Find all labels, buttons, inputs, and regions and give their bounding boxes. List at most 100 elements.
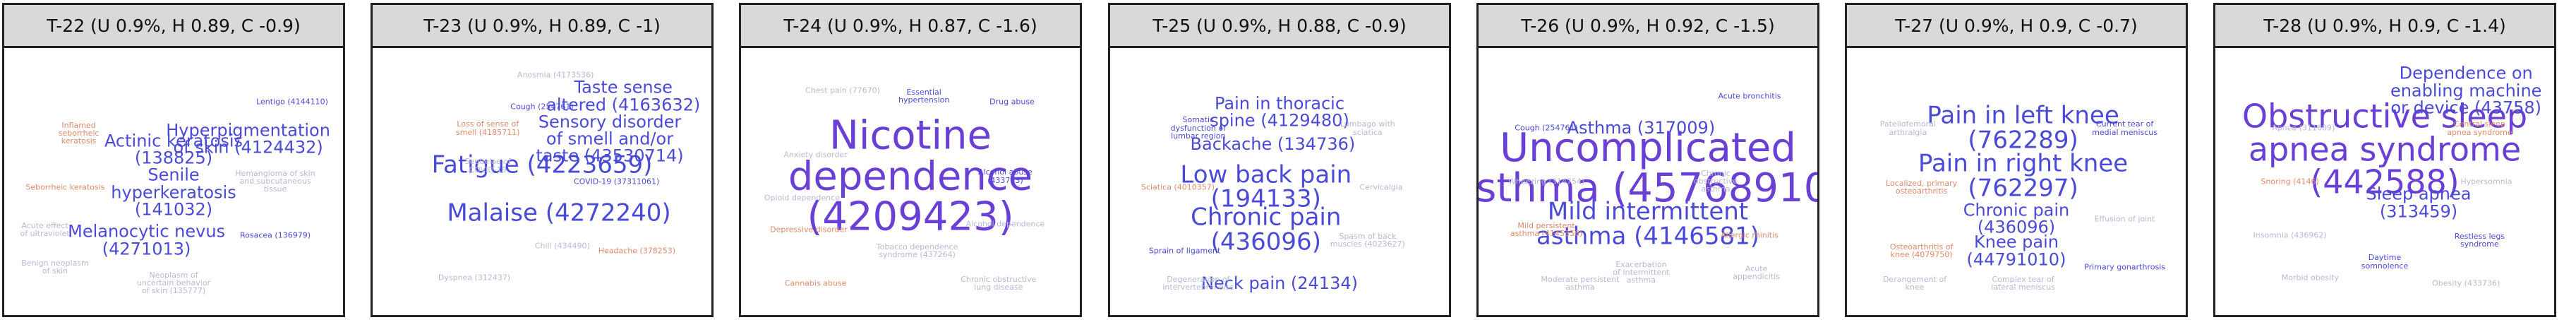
panel-header: T-25 (U 0.9%, H 0.88, C -0.9) (1110, 5, 1449, 48)
cloud-term: Alcohol dependence (965, 219, 1045, 229)
cloud-term: Acute appendicitis (1733, 263, 1780, 281)
cloud-term: Malaise (4272240) (447, 199, 671, 228)
cloud-term: Lumbago with sciatica (1340, 119, 1395, 137)
cloud-term: Dyspnea (312437) (438, 273, 511, 283)
cloud-term: Obstructive sleep apnea syndrome (442588… (2241, 97, 2528, 202)
word-cloud: Uncomplicated asthma (45768910)Mild inte… (1479, 48, 1817, 315)
cloud-term: Backache (134736) (1190, 134, 1356, 154)
word-cloud: Low back pain (194133) Chronic pain (4360… (1110, 48, 1449, 315)
topic-panel: T-27 (U 0.9%, H 0.9, C -0.7) Pain in left… (1845, 3, 2188, 317)
panel-title: T-22 (U 0.9%, H 0.89, C -0.9) (47, 15, 301, 36)
cloud-term: Localized, primary osteoarthritis (1886, 178, 1958, 196)
cloud-term: Cough (254761) (1515, 123, 1578, 133)
cloud-term: Somatic dysfunction of lumbar region (1170, 115, 1226, 141)
cloud-term: COVID-19 (37311061) (573, 177, 660, 186)
panel-header: T-27 (U 0.9%, H 0.9, C -0.7) (1847, 5, 2186, 48)
cloud-term: Actinic keratosis (138825) (104, 131, 243, 168)
cloud-term: Dependence on enabling machine or device… (2390, 63, 2542, 118)
cloud-term: Low back pain (194133) (1180, 160, 1352, 213)
topic-panel: T-26 (U 0.9%, H 0.92, C -1.5) Uncomplicat… (1476, 3, 1819, 317)
cloud-term: Morbid obesity (2281, 273, 2340, 283)
cloud-term: Chronic pain (436096) (1191, 203, 1342, 256)
cloud-term: Hemangioma of skin and subcutaneous tiss… (235, 169, 315, 194)
panel-title: T-25 (U 0.9%, H 0.88, C -0.9) (1152, 15, 1407, 36)
word-cloud: Fatigue (4223659) Malaise (4272240) Sensor… (373, 48, 711, 315)
cloud-term: Knee pain (44791010) (1966, 232, 2066, 270)
cloud-term: Wheezing (314754) (1507, 177, 1585, 186)
cloud-term: Spasm of back muscles (4023627) (1330, 231, 1405, 249)
cloud-term: Chronic obstructive asthma (1694, 169, 1738, 194)
cloud-term: Anosmia (4173536) (517, 70, 594, 80)
cloud-term: Benign neoplasm of skin (21, 258, 89, 275)
cloud-term: Rosacea (136979) (240, 230, 311, 239)
cloud-term: Mild intermittent asthma (4146581) (1536, 197, 1760, 251)
cloud-term: Sprain of ligament (1148, 246, 1221, 256)
cloud-term: Hypersomnia (2460, 177, 2512, 186)
cloud-term: Acute effect of ultraviolet (20, 220, 70, 239)
cloud-term: Hyperpigmentation of skin (4124432) (166, 120, 330, 158)
cloud-term: Depressive disorder (770, 225, 848, 235)
cloud-term: Alcohol abuse (433753) (977, 167, 1033, 185)
cloud-term: Sciatica (4010357) (1140, 182, 1215, 191)
cloud-term: Pain in left knee (762289) (1927, 101, 2119, 155)
panel-title: T-24 (U 0.9%, H 0.87, C -1.6) (783, 15, 1037, 36)
word-cloud: Actinic keratosis (138825) Hyperpigmentat… (4, 48, 343, 315)
panel-header: T-23 (U 0.9%, H 0.89, C -1) (373, 5, 711, 48)
cloud-term: Acute bronchitis (1718, 91, 1781, 101)
cloud-term: Insomnia (436962) (2253, 230, 2327, 239)
cloud-term: Apnea (311609) (2272, 123, 2335, 133)
cloud-term: Cough (254761) (510, 102, 574, 112)
cloud-term: Inflamed seborrheic keratosis (58, 121, 100, 146)
word-cloud: Nicotine dependence (4209423) Tobacco dep… (741, 48, 1080, 315)
cloud-term: Sleep apnea (313459) (2366, 184, 2472, 222)
word-cloud: Pain in left knee (762289) Pain in right … (1847, 48, 2186, 315)
cloud-term: Obesity (433736) (2432, 278, 2500, 288)
cloud-term: Neoplasm of uncertain behavior of skin (… (136, 270, 211, 296)
cloud-term: Tobacco dependence syndrome (437264) (876, 242, 958, 260)
panel-header: T-28 (U 0.9%, H 0.9, C -1.4) (2215, 5, 2554, 48)
cloud-term: Uncomplicated asthma (45768910) (1479, 124, 1817, 212)
cloud-term: Nicotine dependence (4209423) (788, 112, 1033, 239)
word-cloud: Obstructive sleep apnea syndrome (442588… (2215, 48, 2554, 315)
cloud-term: Asthma (317009) (1567, 118, 1716, 138)
cloud-term: Chronic pain (436096) (1963, 200, 2070, 237)
cloud-term: Snoring (4146) (2261, 177, 2319, 186)
panel-title: T-23 (U 0.9%, H 0.89, C -1) (423, 15, 661, 36)
cloud-term: Exacerbation of intermittent asthma (1613, 259, 1670, 285)
cloud-term: Opioid dependence (764, 193, 840, 203)
topic-panel: T-25 (U 0.9%, H 0.88, C -0.9) Low back pa… (1108, 3, 1451, 317)
cloud-term: Current tear of medial meniscus (2092, 119, 2157, 137)
cloud-term: Primary gonarthrosis (2084, 262, 2165, 272)
topic-panel: T-28 (U 0.9%, H 0.9, C -1.4) Obstructive … (2213, 3, 2556, 317)
topic-panel: T-23 (U 0.9%, H 0.89, C -1) Fatigue (4223… (371, 3, 714, 317)
cloud-term: Sensory disorder of smell and/or taste (… (536, 111, 684, 166)
cloud-term: Pain in thoracic spine (4129480) (1210, 93, 1349, 131)
panel-title: T-26 (U 0.9%, H 0.92, C -1.5) (1521, 15, 1775, 36)
cloud-term: Chill (434490) (534, 241, 590, 251)
cloud-term: Senile hyperkeratosis (141032) (111, 165, 236, 220)
cloud-term: Complex tear of lateral meniscus (1991, 274, 2055, 292)
topic-panel: T-22 (U 0.9%, H 0.89, C -0.9) Actinic ker… (2, 3, 345, 317)
cloud-term: Allergic rhinitis (1721, 230, 1778, 239)
cloud-term: Loss of sense of smell (4185711) (455, 119, 520, 137)
cloud-term: Chronic obstructive lung disease (961, 274, 1037, 292)
panel-title: T-28 (U 0.9%, H 0.9, C -1.4) (2263, 15, 2506, 36)
panel-header: T-26 (U 0.9%, H 0.92, C -1.5) (1479, 5, 1817, 48)
panel-header: T-22 (U 0.9%, H 0.89, C -0.9) (4, 5, 343, 48)
cloud-term: Melanocytic nevus (4271013) (68, 221, 226, 259)
panel-header: T-24 (U 0.9%, H 0.87, C -1.6) (741, 5, 1080, 48)
topic-panel: T-24 (U 0.9%, H 0.87, C -1.6) Nicotine de… (739, 3, 1082, 317)
cloud-term: Pain in right knee (762297) (1918, 149, 2129, 203)
cloud-term: Daytime somnolence (2361, 253, 2409, 271)
cloud-term: Central sleep apnea syndrome (2447, 119, 2512, 137)
cloud-term: Seborrheic keratosis (25, 182, 105, 191)
cloud-term: Sequelae of COVID-19 (464, 157, 511, 174)
cloud-term: Essential hypertension (898, 87, 950, 105)
cloud-term: Cervicalgia (1359, 182, 1403, 191)
cloud-term: Anxiety disorder (783, 150, 848, 160)
cloud-term: Headache (378253) (598, 246, 676, 256)
cloud-term: Fatigue (4223659) (431, 150, 653, 179)
cloud-term: Mild persistent asthma (4145356) (1510, 220, 1583, 239)
panel-title: T-27 (U 0.9%, H 0.9, C -0.7) (1895, 15, 2138, 36)
cloud-term: Effusion of joint (2094, 214, 2155, 224)
